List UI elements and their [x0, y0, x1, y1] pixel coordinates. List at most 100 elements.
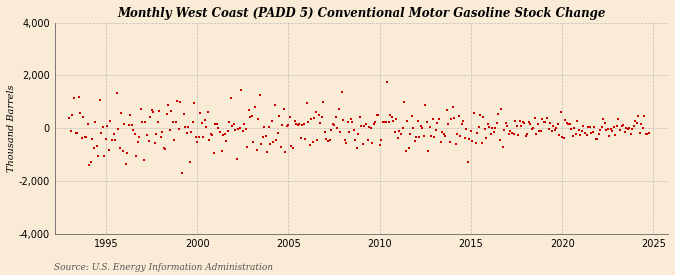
Text: Source: U.S. Energy Information Administration: Source: U.S. Energy Information Administ…	[54, 263, 273, 272]
Point	[244, 108, 254, 113]
Point	[387, 115, 398, 119]
Point	[346, 117, 356, 122]
Point	[329, 123, 340, 127]
Point	[610, 132, 621, 137]
Point	[323, 138, 333, 143]
Point	[541, 116, 552, 120]
Point	[444, 140, 455, 145]
Point	[109, 138, 120, 142]
Point	[621, 125, 632, 130]
Point	[586, 130, 597, 135]
Point	[397, 125, 408, 130]
Point	[488, 130, 499, 135]
Point	[117, 149, 128, 153]
Point	[306, 117, 317, 122]
Point	[228, 122, 239, 127]
Y-axis label: Thousand Barrels: Thousand Barrels	[7, 84, 16, 172]
Point	[568, 134, 578, 138]
Point	[634, 131, 645, 136]
Point	[589, 125, 599, 130]
Point	[73, 95, 84, 99]
Point	[204, 138, 215, 142]
Point	[499, 128, 510, 133]
Point	[201, 125, 212, 129]
Point	[467, 139, 478, 143]
Point	[78, 115, 88, 120]
Point	[608, 125, 619, 129]
Point	[493, 112, 504, 116]
Point	[643, 130, 654, 135]
Point	[592, 137, 603, 141]
Point	[637, 126, 648, 130]
Point	[414, 135, 425, 139]
Point	[519, 121, 530, 125]
Point	[590, 137, 601, 142]
Point	[331, 126, 342, 131]
Point	[587, 130, 598, 134]
Point	[540, 120, 551, 125]
Point	[107, 138, 117, 142]
Point	[641, 131, 651, 136]
Point	[400, 148, 411, 153]
Point	[285, 115, 296, 119]
Point	[534, 128, 545, 133]
Point	[239, 122, 250, 126]
Point	[452, 131, 462, 136]
Point	[601, 128, 612, 132]
Point	[70, 131, 81, 135]
Point	[250, 105, 261, 109]
Point	[99, 154, 110, 158]
Point	[513, 133, 524, 137]
Point	[613, 117, 624, 122]
Point	[570, 132, 581, 136]
Point	[279, 107, 290, 111]
Point	[88, 146, 99, 150]
Point	[562, 121, 572, 125]
Point	[291, 122, 302, 127]
Point	[312, 138, 323, 142]
Point	[263, 125, 274, 130]
Point	[375, 143, 385, 148]
Point	[484, 125, 495, 129]
Point	[215, 130, 225, 134]
Point	[294, 121, 304, 126]
Point	[556, 110, 566, 114]
Point	[612, 123, 622, 128]
Point	[205, 132, 216, 136]
Point	[221, 139, 232, 144]
Point	[196, 121, 207, 125]
Point	[317, 115, 327, 119]
Point	[97, 125, 108, 129]
Point	[199, 118, 210, 122]
Point	[319, 130, 330, 134]
Point	[95, 98, 105, 102]
Point	[222, 129, 233, 133]
Point	[186, 130, 196, 134]
Point	[242, 145, 252, 149]
Point	[350, 138, 360, 142]
Point	[232, 156, 242, 161]
Point	[90, 120, 101, 124]
Point	[552, 122, 563, 126]
Point	[126, 123, 137, 127]
Point	[251, 148, 262, 152]
Point	[288, 145, 298, 150]
Point	[482, 122, 493, 127]
Point	[362, 138, 373, 142]
Point	[177, 171, 188, 175]
Point	[79, 135, 90, 140]
Point	[213, 126, 224, 131]
Point	[526, 127, 537, 131]
Point	[425, 124, 435, 129]
Point	[520, 134, 531, 138]
Point	[627, 126, 638, 131]
Point	[178, 112, 189, 117]
Point	[256, 141, 267, 146]
Point	[636, 122, 647, 126]
Point	[338, 118, 348, 123]
Point	[462, 160, 473, 164]
Point	[607, 129, 618, 133]
Point	[535, 128, 546, 133]
Point	[216, 149, 227, 153]
Point	[405, 132, 416, 136]
